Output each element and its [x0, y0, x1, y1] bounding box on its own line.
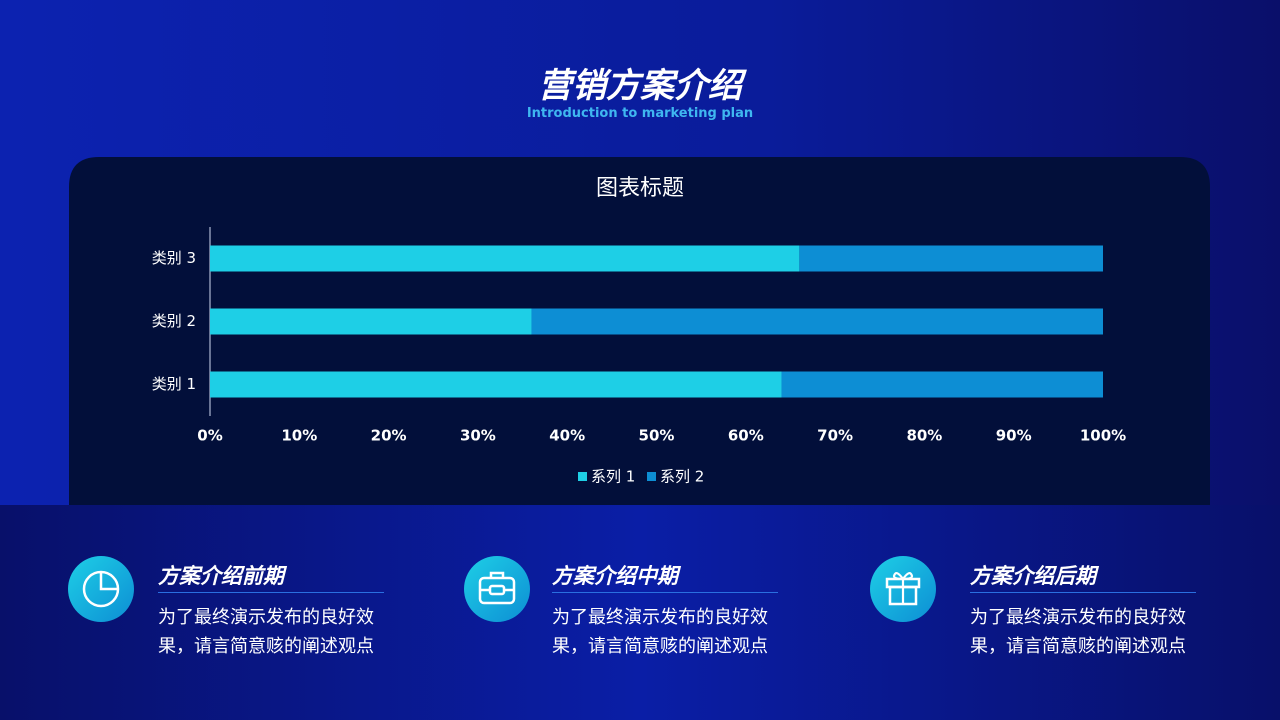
card-text: 果，请言简意赅的阐述观点 [552, 636, 768, 657]
card-text: 果，请言简意赅的阐述观点 [970, 636, 1186, 657]
card-text: 为了最终演示发布的良好效 [158, 607, 374, 628]
chart-title: 图表标题 [596, 176, 684, 201]
y-tick-label: 类别 1 [152, 375, 196, 393]
x-tick-label: 10% [281, 427, 317, 445]
legend-swatch [647, 472, 656, 481]
x-tick-label: 100% [1080, 427, 1126, 445]
slide-subtitle: Introduction to marketing plan [526, 106, 754, 121]
bar-segment [210, 245, 800, 272]
bottom-band [0, 505, 1280, 720]
legend-swatch [578, 472, 587, 481]
x-tick-label: 40% [549, 427, 585, 445]
bar-segment [531, 308, 1103, 335]
slide-title: 营销方案介绍 [538, 66, 742, 106]
card-text: 为了最终演示发布的良好效 [552, 607, 768, 628]
x-tick-label: 60% [728, 427, 764, 445]
bar-segment [210, 308, 532, 335]
card-text: 为了最终演示发布的良好效 [970, 607, 1186, 628]
card-text: 果，请言简意赅的阐述观点 [158, 636, 374, 657]
card-icon [464, 556, 530, 622]
legend-label: 系列 2 [660, 468, 704, 486]
x-tick-label: 30% [460, 427, 496, 445]
x-tick-label: 90% [996, 427, 1032, 445]
card-title: 方案介绍后期 [970, 564, 1096, 588]
legend-label: 系列 1 [591, 468, 635, 486]
x-tick-label: 50% [639, 427, 675, 445]
card-icon [68, 556, 134, 622]
card-title: 方案介绍中期 [552, 564, 678, 588]
card-rule [552, 592, 778, 593]
x-tick-label: 0% [197, 427, 222, 445]
card-title: 方案介绍前期 [158, 564, 284, 588]
x-tick-label: 70% [817, 427, 853, 445]
card-rule [970, 592, 1196, 593]
x-tick-label: 20% [371, 427, 407, 445]
y-tick-label: 类别 2 [152, 312, 196, 330]
y-tick-label: 类别 3 [152, 249, 196, 267]
chart: 图表标题 0% 10% 20% 30% 40% 50% 60% 70% 80% 90% 100% 类别… [69, 157, 1210, 505]
bar-segment [781, 371, 1103, 398]
card-icon [870, 556, 936, 622]
bar-segment [799, 245, 1103, 272]
bar-segment [210, 371, 782, 398]
x-tick-label: 80% [906, 427, 942, 445]
card-rule [158, 592, 384, 593]
